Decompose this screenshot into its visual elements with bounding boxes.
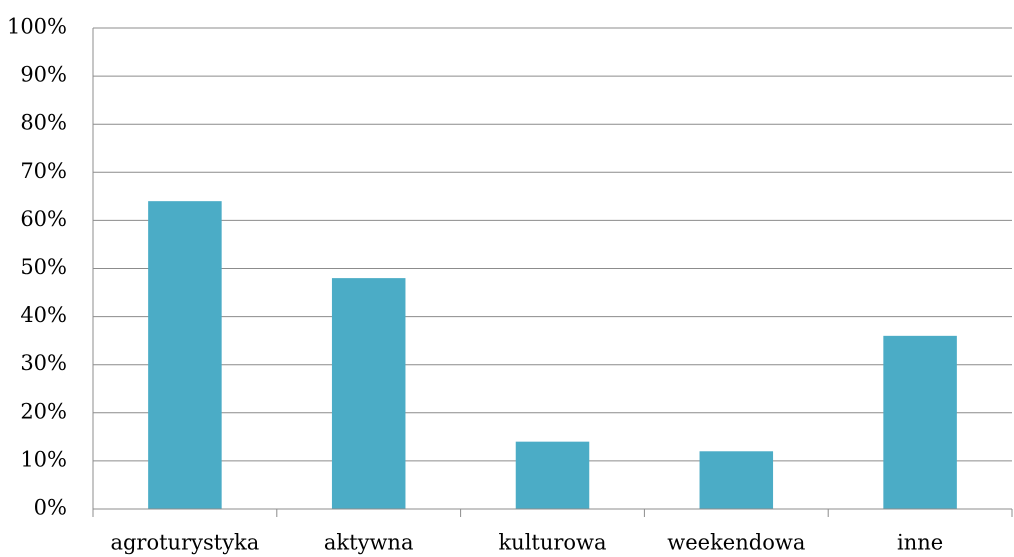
y-tick-label: 30% [20,351,67,375]
bar [699,451,774,509]
y-tick-label: 90% [20,63,67,87]
x-tick-label: inne [897,531,943,555]
y-tick-label: 10% [20,447,67,471]
y-tick-label: 50% [20,255,67,279]
y-tick-label: 40% [20,303,67,327]
x-tick-label: weekendowa [667,531,805,555]
y-tick-label: 100% [7,15,67,39]
bar [148,201,222,509]
bar [331,278,406,509]
y-tick-label: 20% [20,399,67,423]
x-tick-label: kulturowa [498,531,606,555]
bar [515,441,590,509]
y-tick-label: 70% [20,159,67,183]
y-tick-label: 0% [34,496,67,520]
y-tick-label: 80% [20,111,67,135]
x-tick-label: aktywna [324,531,414,555]
x-tick-label: agroturystyka [110,531,259,555]
y-tick-label: 60% [20,207,67,231]
bar [883,335,957,509]
